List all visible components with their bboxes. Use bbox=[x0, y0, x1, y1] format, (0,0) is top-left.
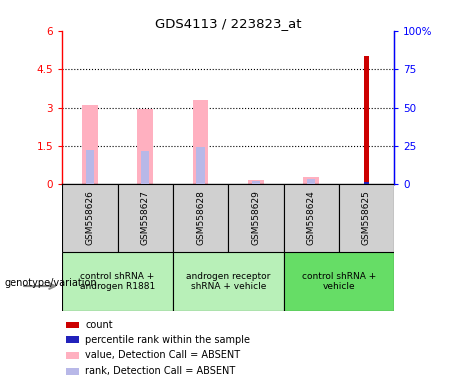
Bar bbox=[62, 184, 118, 252]
Bar bbox=[66, 336, 79, 343]
Bar bbox=[228, 184, 284, 252]
Bar bbox=[364, 182, 369, 184]
Bar bbox=[66, 368, 79, 375]
Text: GSM558628: GSM558628 bbox=[196, 190, 205, 245]
Bar bbox=[303, 177, 319, 184]
Bar bbox=[196, 147, 205, 184]
Bar bbox=[284, 184, 339, 252]
Bar bbox=[141, 151, 149, 184]
Bar bbox=[339, 184, 394, 252]
Bar bbox=[307, 179, 315, 184]
Bar bbox=[66, 352, 79, 359]
Text: rank, Detection Call = ABSENT: rank, Detection Call = ABSENT bbox=[85, 366, 236, 376]
Bar bbox=[173, 184, 228, 252]
Title: GDS4113 / 223823_at: GDS4113 / 223823_at bbox=[155, 17, 301, 30]
Bar bbox=[82, 105, 98, 184]
Bar bbox=[252, 181, 260, 184]
Bar bbox=[137, 109, 153, 184]
Bar bbox=[118, 184, 173, 252]
Bar bbox=[66, 322, 79, 328]
Bar bbox=[364, 56, 369, 184]
Bar bbox=[86, 150, 94, 184]
Text: control shRNA +
vehicle: control shRNA + vehicle bbox=[301, 271, 376, 291]
Text: GSM558629: GSM558629 bbox=[251, 190, 260, 245]
Text: genotype/variation: genotype/variation bbox=[5, 278, 97, 288]
Text: GSM558627: GSM558627 bbox=[141, 190, 150, 245]
Bar bbox=[193, 100, 208, 184]
Text: GSM558626: GSM558626 bbox=[85, 190, 95, 245]
Text: control shRNA +
androgen R1881: control shRNA + androgen R1881 bbox=[80, 271, 155, 291]
Bar bbox=[62, 252, 173, 311]
Bar bbox=[248, 180, 264, 184]
Bar bbox=[284, 252, 394, 311]
Text: GSM558624: GSM558624 bbox=[307, 190, 316, 245]
Text: percentile rank within the sample: percentile rank within the sample bbox=[85, 335, 250, 345]
Text: count: count bbox=[85, 320, 113, 330]
Text: GSM558625: GSM558625 bbox=[362, 190, 371, 245]
Text: androgen receptor
shRNA + vehicle: androgen receptor shRNA + vehicle bbox=[186, 271, 271, 291]
Bar bbox=[173, 252, 284, 311]
Text: value, Detection Call = ABSENT: value, Detection Call = ABSENT bbox=[85, 350, 240, 360]
